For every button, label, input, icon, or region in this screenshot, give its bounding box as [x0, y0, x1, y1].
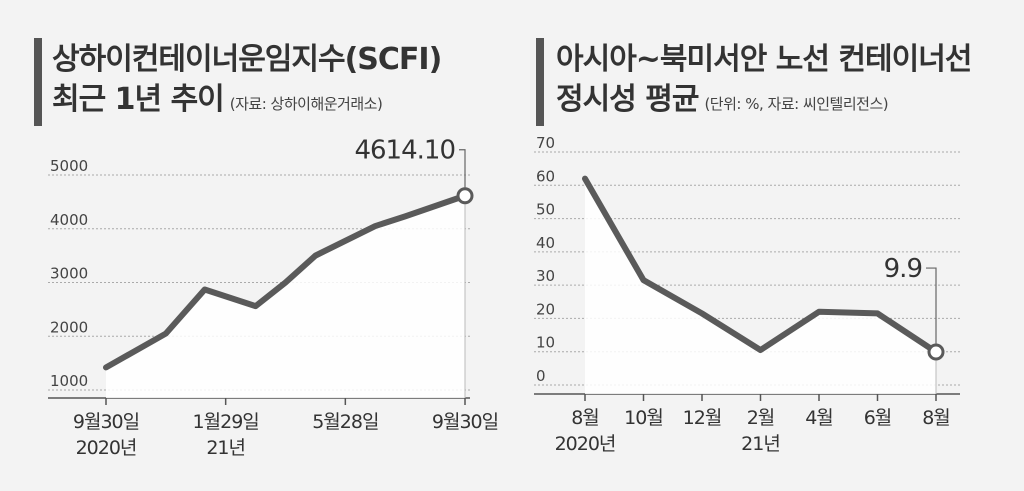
scfi-panel: 상하이컨테이너운임지수(SCFI) 최근 1년 추이 (자료: 상하이해운거래소)… [34, 38, 499, 459]
punctuality-title-line2: 정시성 평균 [556, 82, 699, 117]
title-accent-bar [34, 38, 42, 126]
scfi-chart: 5000 4000 3000 2000 1000 4614.10 9월30일 2020년 1월2… [48, 136, 499, 459]
x-tick-label: 6월 [864, 407, 892, 429]
series-line [582, 175, 939, 356]
y-tick-label: 20 [536, 300, 555, 318]
punctuality-title: 아시아~북미서안 노선 컨테이너선 정시성 평균 (단위: %, 자료: 씨인텔리… [556, 40, 972, 124]
scfi-title-line1: 상하이컨테이너운임지수(SCFI) [52, 42, 442, 77]
y-tick-label: 1000 [50, 372, 88, 390]
data-point-last [927, 343, 945, 361]
series-area [585, 178, 936, 394]
scfi-title: 상하이컨테이너운임지수(SCFI) 최근 1년 추이 (자료: 상하이해운거래소) [52, 40, 442, 124]
series-area [106, 195, 465, 398]
annotation-leader [926, 267, 937, 345]
scfi-source: (자료: 상하이해운거래소) [229, 95, 383, 113]
x-tick-label: 9월30일 [432, 411, 498, 433]
y-tick-label: 5000 [50, 157, 88, 175]
x-tick-label: 9월30일 [73, 411, 139, 433]
annotation-leader [459, 149, 466, 188]
x-tick-label: 1월29일 [193, 411, 259, 433]
y-tick-label: 30 [536, 267, 555, 285]
y-tick-label: 50 [536, 201, 555, 219]
y-tick-label: 40 [536, 234, 555, 252]
series-line [103, 192, 468, 371]
punctuality-title-line1: 아시아~북미서안 노선 컨테이너선 [556, 42, 972, 77]
x-tick-sublabel: 2020년 [555, 433, 616, 455]
x-tick-label: 5월28일 [312, 411, 378, 433]
y-tick-label: 0 [536, 367, 546, 385]
punctuality-panel: 아시아~북미서안 노선 컨테이너선 정시성 평균 (단위: %, 자료: 씨인텔리… [512, 0, 1024, 491]
x-tick-label: 2월 [747, 407, 775, 429]
y-tick-label: 70 [536, 134, 555, 152]
x-tick-label: 8월 [571, 407, 599, 429]
x-tick-sublabel: 21년 [741, 433, 780, 455]
y-tick-label: 10 [536, 334, 555, 352]
y-tick-label: 3000 [50, 265, 88, 283]
punctuality-source: (단위: %, 자료: 씨인텔리전스) [704, 95, 889, 113]
x-tick-label: 12월 [683, 407, 722, 429]
x-tick-label: 4월 [805, 407, 833, 429]
y-tick-label: 2000 [50, 318, 88, 336]
title-accent-bar [536, 38, 544, 126]
data-point-last [456, 187, 474, 205]
scfi-title-line2: 최근 1년 추이 [52, 82, 225, 117]
annotation-label: 4614.10 [354, 136, 455, 166]
annotation-label: 9.9 [884, 254, 922, 284]
x-tick-label: 10월 [624, 407, 663, 429]
x-tick-label: 8월 [922, 407, 950, 429]
y-tick-label: 4000 [50, 211, 88, 229]
x-tick-sublabel: 2020년 [76, 437, 137, 459]
y-tick-label: 60 [536, 167, 555, 185]
x-tick-sublabel: 21년 [206, 437, 245, 459]
punctuality-chart: 70 60 50 40 30 20 10 0 9.9 8월 2020년 10월 12월 2월 21년 4월 6월… [534, 134, 960, 455]
